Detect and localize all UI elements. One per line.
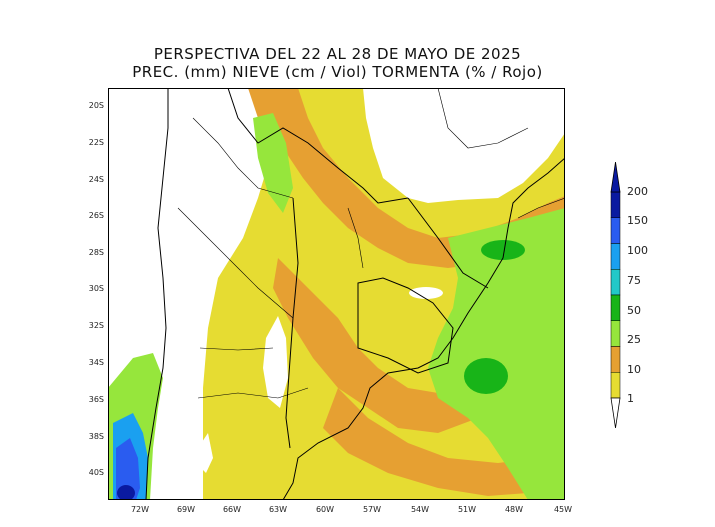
precipitation-map: [108, 88, 565, 500]
map-frame: [108, 88, 565, 500]
colorbar-segments: [610, 191, 621, 399]
lat-label: 26S: [88, 211, 104, 220]
lon-label: 48W: [504, 505, 524, 514]
lon-label: 66W: [222, 505, 242, 514]
lat-label: 20S: [88, 101, 104, 110]
lat-label: 36S: [88, 395, 104, 404]
colorbar: [610, 161, 621, 429]
country-borders: [145, 88, 489, 500]
lat-label: 28S: [88, 248, 104, 257]
colorbar-label: 25: [627, 333, 641, 346]
colorbar-segment: [610, 243, 621, 270]
colorbar-top-arrow: [610, 161, 621, 193]
colorbar-label: 10: [627, 363, 641, 376]
dry-patch-la-pampa: [263, 316, 288, 408]
dry-north-area: [363, 88, 565, 203]
colorbar-segment: [610, 191, 621, 218]
snow-band-heavy: [116, 438, 140, 500]
atlantic-coastline: [282, 157, 565, 500]
heavy-precip-southeast: [428, 208, 565, 500]
lon-label: 51W: [457, 505, 477, 514]
dry-patch-patagonia: [196, 433, 213, 473]
lat-label: 38S: [88, 432, 104, 441]
colorbar-segment: [610, 217, 621, 244]
lon-label: 57W: [362, 505, 382, 514]
very-heavy-precip-coast: [481, 240, 525, 260]
province-borders: [177, 88, 565, 399]
colorbar-label: 200: [627, 185, 648, 198]
heavy-precip-north-strip: [253, 113, 293, 213]
lon-label: 72W: [130, 505, 150, 514]
lon-label: 60W: [315, 505, 335, 514]
colorbar-segment: [610, 320, 621, 347]
moderate-band-north: [248, 88, 565, 268]
lat-label: 30S: [88, 284, 104, 293]
lat-label: 32S: [88, 321, 104, 330]
lon-label: 69W: [176, 505, 196, 514]
lon-label: 54W: [410, 505, 430, 514]
colorbar-label: 150: [627, 214, 648, 227]
lat-label: 40S: [88, 468, 104, 477]
dry-patch-uruguay: [409, 287, 443, 299]
lat-label: 34S: [88, 358, 104, 367]
lat-label: 24S: [88, 175, 104, 184]
snow-band-extreme: [117, 485, 135, 500]
title-line-2: PREC. (mm) NIEVE (cm / Viol) TORMENTA (%…: [132, 63, 543, 81]
colorbar-label: 100: [627, 244, 648, 257]
colorbar-bottom-arrow: [610, 397, 621, 429]
colorbar-segment: [610, 294, 621, 321]
lon-label: 63W: [268, 505, 288, 514]
colorbar-label: 1: [627, 392, 634, 405]
moderate-band-south: [323, 388, 565, 496]
very-heavy-precip-ocean: [464, 358, 508, 394]
colorbar-segment: [610, 269, 621, 296]
colorbar-label: 50: [627, 304, 641, 317]
colorbar-segment: [610, 346, 621, 373]
lon-label: 45W: [553, 505, 573, 514]
colorbar-segment: [610, 372, 621, 399]
title-line-1: PERSPECTIVA DEL 22 AL 28 DE MAYO DE 2025: [153, 45, 522, 63]
colorbar-label: 75: [627, 274, 641, 287]
lat-label: 22S: [88, 138, 104, 147]
